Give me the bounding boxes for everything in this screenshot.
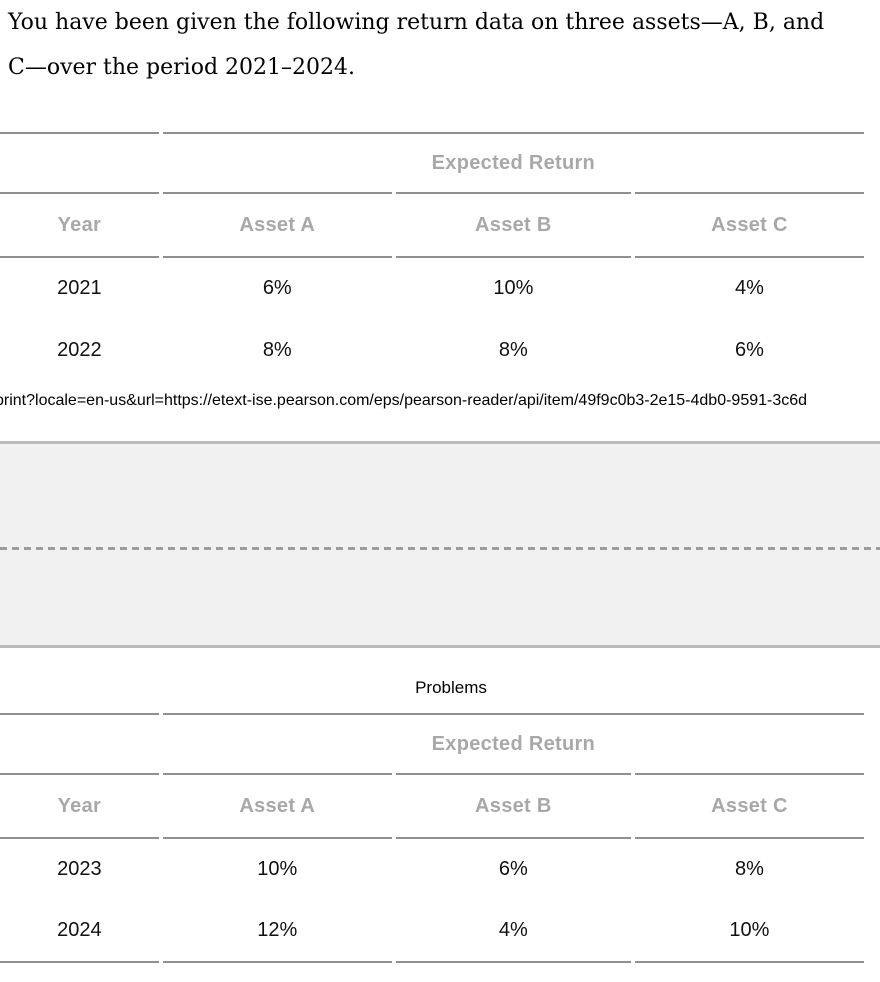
asset-a-cell: 10%: [162, 837, 392, 900]
print-url-text: print?locale=en-us&url=https://etext-ise…: [0, 392, 808, 409]
year-cell: 2021: [0, 256, 159, 319]
asset-b-cell: 6%: [395, 837, 631, 900]
year-cell: 2023: [0, 837, 159, 900]
asset-c-cell: 10%: [634, 900, 864, 963]
corner-spacer-cell: [0, 132, 159, 192]
col-header-asset-b: Asset B: [395, 773, 631, 837]
asset-a-cell: 8%: [262, 339, 292, 361]
col-header-asset-a: Asset A: [162, 192, 392, 256]
col-header-year: Year: [0, 773, 159, 837]
table-row: 2022 8% 8% 6%: [0, 319, 864, 382]
returns-table-part2: Expected Return Year Asset A Asset B Ass…: [0, 713, 868, 963]
col-header-year: Year: [0, 192, 159, 256]
intro-line-1: You have been given the following return…: [8, 10, 825, 35]
asset-a-cell: 6%: [162, 256, 392, 319]
asset-a-cell: 12%: [162, 900, 392, 963]
asset-c-cell: 6%: [734, 339, 764, 361]
col-header-asset-c: Asset C: [634, 192, 864, 256]
table-row: 2021 6% 10% 4%: [0, 256, 864, 319]
asset-c-cell: 4%: [634, 256, 864, 319]
asset-b-cell: 4%: [395, 900, 631, 963]
table-row: 2024 12% 4% 10%: [0, 900, 864, 963]
returns-table-part1: Expected Return Year Asset A Asset B Ass…: [0, 132, 868, 382]
asset-c-cell: 8%: [634, 837, 864, 900]
intro-paragraph: You have been given the following return…: [8, 0, 880, 90]
table-row: 2023 10% 6% 8%: [0, 837, 864, 900]
page-break-band: [0, 441, 880, 648]
group-header-expected-return: Expected Return: [162, 132, 864, 192]
running-header: Problems: [415, 678, 487, 697]
col-header-asset-a: Asset A: [162, 773, 392, 837]
page-break-dashed-line: [0, 547, 880, 550]
col-header-asset-b: Asset B: [395, 192, 631, 256]
year-cell: 2022: [57, 339, 102, 361]
year-cell: 2024: [0, 900, 159, 963]
asset-b-cell: 8%: [498, 339, 528, 361]
intro-line-2: C—over the period 2021–2024.: [8, 55, 356, 80]
corner-spacer-cell: [0, 713, 159, 773]
col-header-asset-c: Asset C: [634, 773, 864, 837]
group-header-expected-return: Expected Return: [162, 713, 864, 773]
asset-b-cell: 10%: [395, 256, 631, 319]
